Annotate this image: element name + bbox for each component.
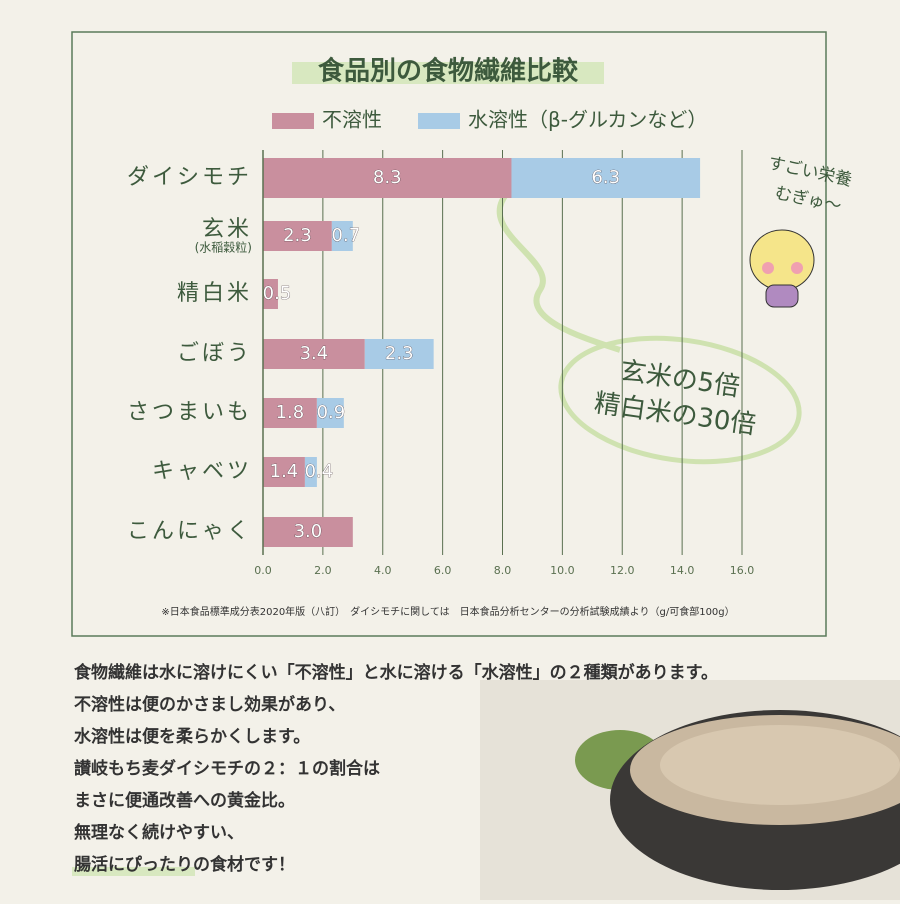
highlight-underline (72, 867, 195, 876)
body-line: 食物繊維は水に溶けにくい「不溶性」と水に溶ける「水溶性」の２種類があります。 (74, 662, 718, 683)
bar-segment (364, 339, 434, 369)
category-label: 精白米 (177, 281, 252, 306)
bar-segment (263, 398, 317, 428)
bar-segment (316, 398, 344, 428)
chart-title: 食品別の食物繊維比較 (318, 56, 579, 87)
chart: 0.0 2.0 4.0 6.0 8.0 10.0 12.0 14.0 16.0 不溶性 水溶性（β-… (127, 108, 754, 578)
category-label: 玄米 (202, 217, 252, 242)
category-label: キャベツ (152, 459, 252, 484)
bar-segment (331, 221, 353, 251)
value-label: 2.3 (283, 225, 312, 246)
bar-segment (511, 158, 701, 198)
value-label: 3.0 (294, 521, 323, 542)
category-label: ごぼう (177, 341, 252, 366)
category-label: こんにゃく (127, 519, 252, 544)
bar-segment (304, 457, 317, 487)
value-label: 6.3 (591, 167, 620, 188)
x-tick-label: 8.0 (494, 564, 512, 577)
legend-swatch (272, 113, 314, 129)
body-line: 水溶性は便を柔らかくします。 (74, 726, 310, 747)
arrow (496, 187, 621, 353)
x-tick-label: 0.0 (254, 564, 272, 577)
bar-segment (263, 158, 512, 198)
title-highlight (292, 62, 604, 84)
legend-label: 不溶性 (322, 108, 382, 132)
body-line: 讃岐もち麦ダイシモチの２：１の割合は (74, 758, 380, 779)
bar-segment (263, 221, 332, 251)
body-line: の食材です！ (193, 854, 295, 875)
body-highlight: 腸活にぴったり (74, 854, 193, 875)
body-line: 不溶性は便のかさまし効果があり、 (74, 694, 345, 715)
footnote: ※日本食品標準成分表2020年版（八訂） ダイシモチに関しては 日本食品分析セン… (161, 605, 734, 618)
bar-segment (263, 279, 278, 309)
value-label: 0.9 (317, 402, 346, 423)
value-label: 3.4 (300, 343, 329, 364)
body-line: まさに便通改善への黄金比。 (74, 790, 295, 811)
value-label: 0.5 (263, 283, 292, 304)
body-text: 食物繊維は水に溶けにくい「不溶性」と水に溶ける「水溶性」の２種類があります。不溶… (72, 662, 718, 876)
category-label: さつまいも (127, 400, 252, 425)
frame (71, 31, 827, 637)
value-label: 8.3 (373, 167, 402, 188)
x-tick-label: 14.0 (670, 564, 695, 577)
x-tick-label: 10.0 (550, 564, 575, 577)
mascot (749, 229, 815, 308)
x-tick-label: 16.0 (730, 564, 755, 577)
legend-label: 水溶性（β-グルカンなど） (468, 108, 707, 132)
bar-segment (263, 339, 365, 369)
x-tick-label: 6.0 (434, 564, 452, 577)
bar-segment (263, 457, 305, 487)
value-label: 1.4 (270, 461, 299, 482)
value-label: 0.4 (305, 461, 334, 482)
value-label: 0.7 (332, 225, 361, 246)
rice-photo (480, 680, 900, 900)
annotation-circle (558, 335, 802, 465)
bar-segment (263, 517, 353, 547)
value-label: 1.8 (276, 402, 305, 423)
x-tick-label: 12.0 (610, 564, 635, 577)
category-label: ダイシモチ (127, 165, 252, 190)
category-sublabel: (水稲穀粒) (195, 240, 252, 255)
body-line: 無理なく続けやすい、 (74, 822, 244, 843)
value-label: 2.3 (385, 343, 414, 364)
x-tick-label: 4.0 (374, 564, 392, 577)
x-tick-label: 2.0 (314, 564, 332, 577)
legend-swatch (418, 113, 460, 129)
